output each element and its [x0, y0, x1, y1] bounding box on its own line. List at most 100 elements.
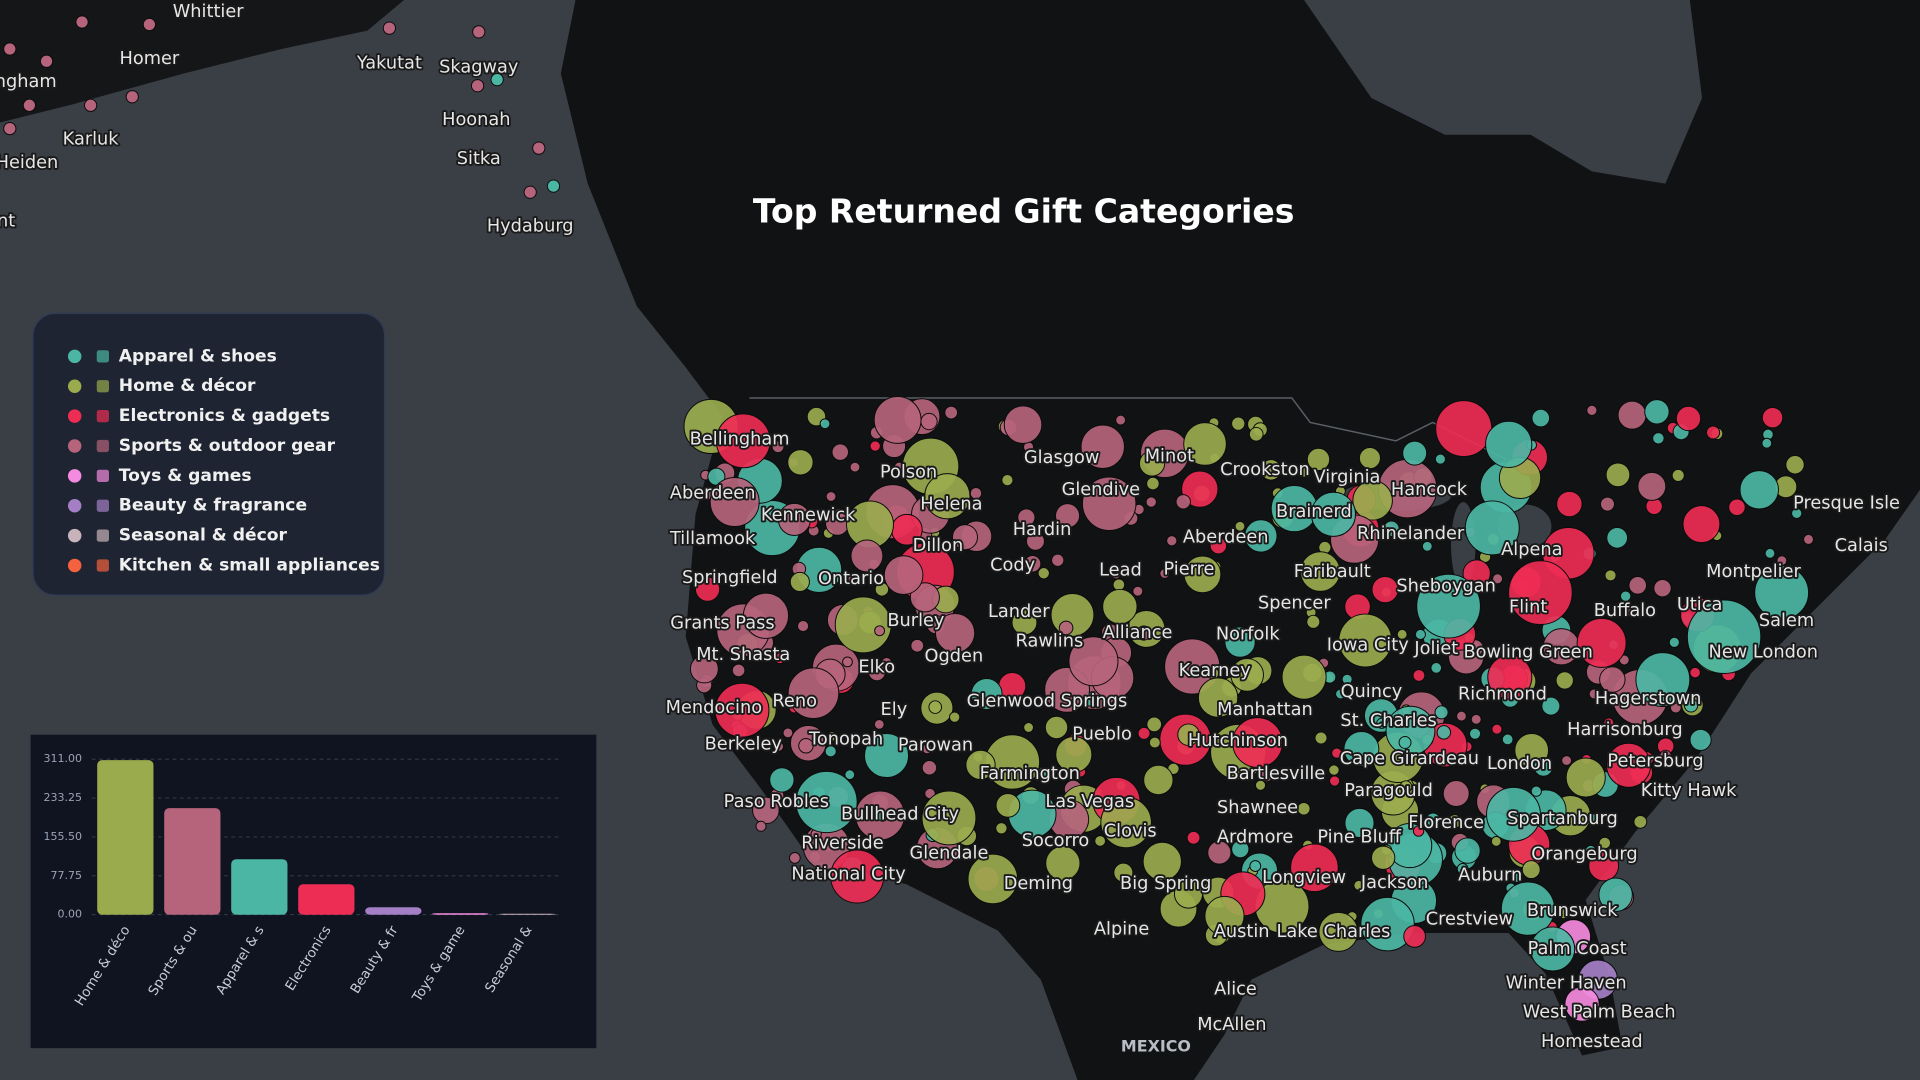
legend-swatch [67, 469, 82, 483]
bubble [1754, 565, 1810, 621]
city-label: Paragould [1344, 781, 1433, 801]
bubble [773, 740, 785, 752]
bubble [1421, 540, 1433, 552]
bubble [1598, 836, 1612, 850]
bubble [1486, 786, 1541, 842]
city-label: Aberdeen [670, 483, 756, 503]
bubble [1204, 895, 1245, 936]
legend-icon [96, 409, 109, 423]
bubble [1530, 926, 1576, 972]
bubble [1055, 735, 1093, 774]
y-tick-label: 77.75 [50, 869, 82, 882]
city-label: Richmond [1458, 684, 1547, 704]
city-label: Yakutat [356, 54, 422, 74]
bubble [1470, 713, 1482, 725]
city-label: Burley [887, 611, 944, 631]
y-tick-label: 233.25 [43, 791, 82, 804]
city-label: Springfield [682, 568, 778, 588]
bubble [1177, 723, 1200, 746]
city-label: Cody [990, 556, 1035, 576]
bubble [1044, 715, 1069, 740]
bubble [1628, 576, 1647, 595]
bubble [1138, 450, 1166, 477]
bubble [1436, 725, 1452, 740]
city-label: Utica [1677, 595, 1723, 615]
bubble [1456, 710, 1467, 722]
city-label: Bowling Green [1463, 643, 1592, 663]
bubble [1100, 796, 1152, 849]
city-label: Austin [1214, 922, 1270, 942]
bubble [1447, 814, 1462, 829]
bubble [1353, 879, 1365, 891]
city-label: Big Spring [1120, 874, 1211, 894]
bubble [1653, 578, 1672, 598]
bubble [1058, 620, 1074, 636]
city-label: Presque Isle [1793, 493, 1900, 513]
bubble [1023, 722, 1034, 733]
bubble [1683, 698, 1699, 713]
bubble [921, 759, 938, 776]
bubble [1159, 568, 1171, 579]
bubble [1148, 736, 1161, 749]
bubble [546, 179, 561, 193]
bar [298, 884, 355, 915]
bubble [1001, 474, 1014, 487]
bubble [1331, 747, 1343, 759]
bubble [1637, 471, 1667, 501]
bubble [1341, 673, 1353, 685]
bar [164, 808, 221, 915]
bubble [1675, 405, 1702, 432]
bubble [842, 656, 853, 668]
city-label: Glendive [1062, 480, 1140, 500]
bubble [847, 573, 859, 585]
city-label: Bullhead City [841, 804, 959, 824]
bubble [731, 663, 746, 678]
bubble [787, 449, 814, 476]
bubble [1183, 422, 1227, 466]
city-label: Longview [1262, 868, 1346, 888]
bubble [1435, 400, 1493, 458]
bubble [490, 72, 504, 87]
bubble [3, 42, 17, 56]
bubble [1230, 658, 1264, 692]
bubble [1358, 447, 1381, 470]
bubble [1671, 468, 1685, 482]
bubble [1689, 666, 1701, 679]
bubble [883, 555, 924, 595]
bubble [1456, 863, 1469, 875]
city-label: Auburn [1458, 866, 1522, 886]
bubble [1633, 814, 1648, 829]
city-label: Bellingham [690, 430, 790, 450]
bubble [1244, 519, 1278, 553]
bubble [1533, 757, 1554, 777]
bubble [1564, 986, 1600, 1022]
bubble [769, 767, 795, 793]
city-label: Mt. Shasta [696, 645, 790, 665]
city-label: Tillamook [669, 529, 756, 549]
bubble [1023, 554, 1042, 573]
city-label: Hardin [1013, 520, 1072, 540]
bubble [877, 810, 888, 822]
city-label: Rawlins [1016, 632, 1084, 652]
city-label: Kennewick [761, 506, 856, 526]
bubble [825, 491, 837, 502]
bubble [935, 612, 976, 654]
bubble [1102, 588, 1138, 625]
bubble [1761, 406, 1784, 429]
bubble [1402, 440, 1428, 466]
city-label: Spartanburg [1507, 809, 1618, 829]
city-label: Helena [920, 494, 982, 514]
bubble [1385, 705, 1436, 756]
bubble [831, 443, 850, 461]
bubble [1360, 896, 1415, 952]
legend-icon [96, 380, 109, 393]
bubble [1306, 447, 1331, 472]
city-label: Las Vegas [1045, 792, 1134, 812]
bubble [1490, 836, 1502, 847]
bubble [1343, 731, 1380, 768]
bubble [1434, 705, 1449, 720]
bubble [709, 477, 760, 528]
bubble [1588, 850, 1620, 882]
bubble [771, 440, 785, 454]
bubble [1531, 408, 1551, 428]
